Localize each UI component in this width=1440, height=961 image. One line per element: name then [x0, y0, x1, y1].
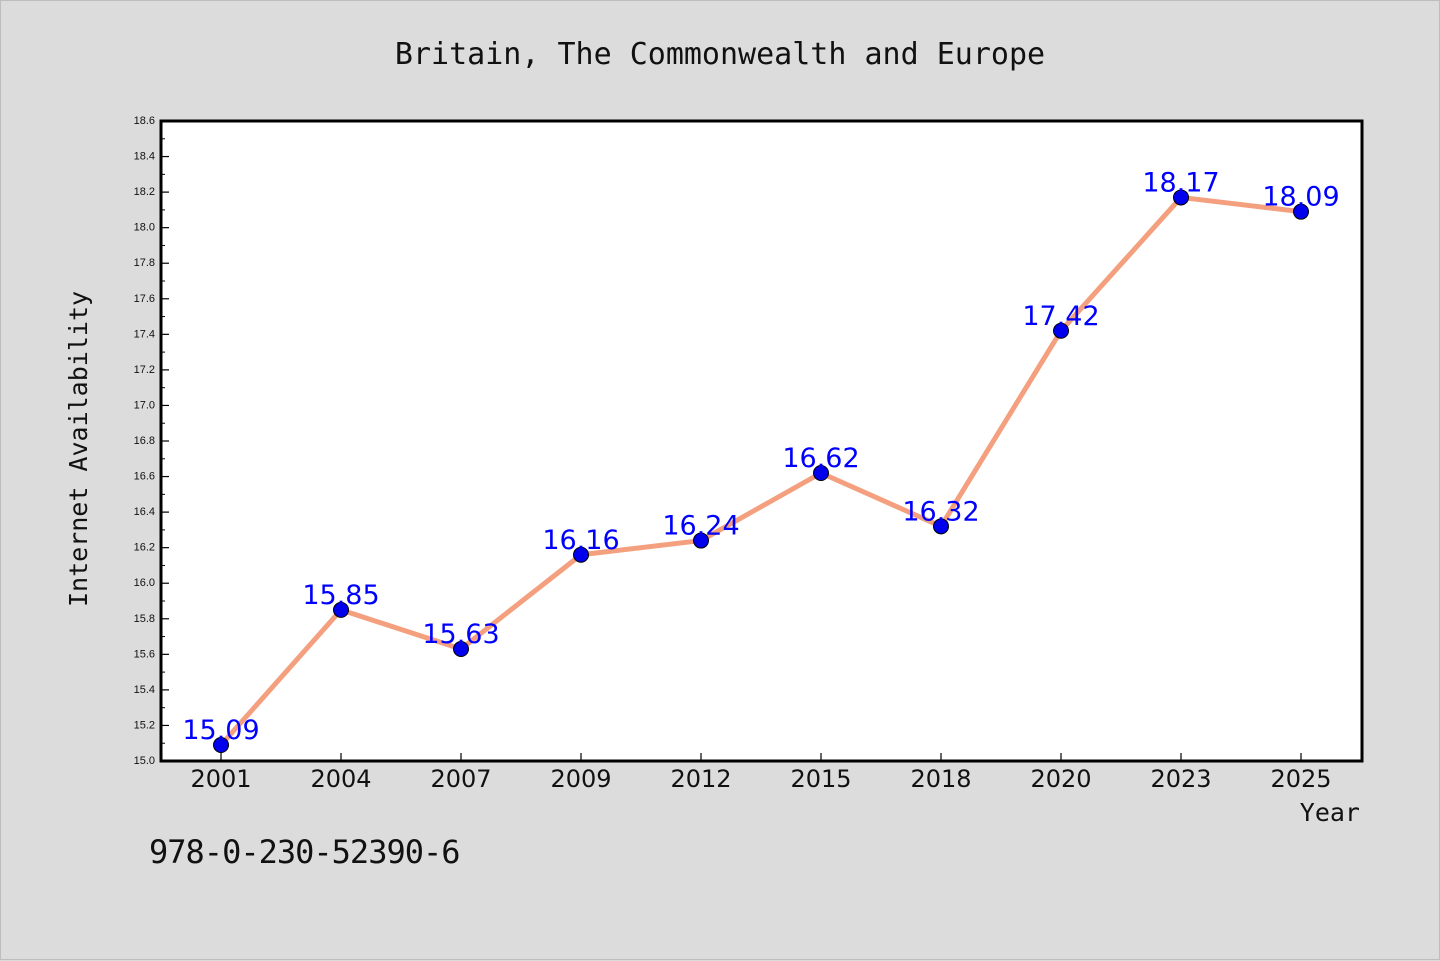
data-label: 18.09 — [1262, 182, 1339, 213]
data-point — [573, 546, 589, 563]
x-tick-label: 2018 — [910, 765, 971, 793]
x-tick-label: 2015 — [790, 765, 851, 793]
x-tick-label: 2012 — [670, 765, 731, 793]
data-label: 16.24 — [662, 511, 739, 542]
x-axis: 2001 2004 2007 2009 2012 2015 2018 2020 2023 2025 — [190, 753, 1332, 793]
y-tick-label: 17.4 — [134, 328, 155, 340]
y-tick-label: 18.0 — [134, 222, 155, 234]
y-tick-label: 18.2 — [134, 186, 155, 198]
data-label: 16.62 — [782, 443, 859, 474]
y-tick-label: 18.4 — [134, 151, 155, 163]
data-point — [1053, 322, 1069, 339]
y-tick-label: 15.8 — [134, 613, 155, 625]
data-label: 15.85 — [302, 580, 379, 611]
data-label: 18.17 — [1142, 167, 1219, 198]
data-point — [213, 737, 229, 753]
data-point — [453, 641, 469, 657]
x-tick-label: 2007 — [430, 765, 491, 793]
x-tick-label: 2001 — [190, 765, 251, 793]
y-tick-label: 16.6 — [134, 471, 155, 483]
x-tick-label: 2009 — [550, 765, 611, 793]
y-tick-label: 17.0 — [134, 399, 155, 411]
y-tick-label: 15.2 — [134, 719, 155, 731]
y-axis: 15.0 15.2 15.4 15.6 15.8 16.0 16.2 16.4 16.6 16.8… — [134, 115, 169, 767]
y-tick-label: 15.6 — [134, 648, 155, 660]
x-tick-label: 2025 — [1270, 765, 1331, 793]
data-point — [1173, 189, 1189, 206]
plot-area — [159, 119, 1364, 763]
x-tick-label: 2023 — [1150, 765, 1211, 793]
data-label: 16.32 — [902, 496, 979, 527]
data-label: 15.09 — [182, 715, 259, 746]
x-axis-label: Year — [1300, 798, 1360, 827]
series-line-group — [218, 194, 1304, 748]
y-tick-label: 16.2 — [134, 542, 155, 554]
x-tick-label: 2004 — [310, 765, 371, 793]
y-tick-label: 17.6 — [134, 293, 155, 305]
y-tick-label: 18.6 — [134, 115, 155, 127]
y-tick-label: 16.8 — [134, 435, 155, 447]
chart-title: Britain, The Commonwealth and Europe — [395, 37, 1045, 72]
y-tick-label: 15.4 — [134, 684, 155, 696]
data-label: 15.63 — [422, 619, 499, 650]
data-point — [813, 465, 829, 481]
y-tick-label: 16.0 — [134, 577, 155, 589]
y-tick-label: 17.2 — [134, 364, 155, 376]
data-label: 16.16 — [542, 525, 619, 556]
isbn-text: 978-0-230-52390-6 — [149, 833, 461, 871]
y-tick-label: 16.4 — [134, 506, 155, 518]
x-tick-label: 2020 — [1030, 765, 1091, 793]
data-point — [933, 518, 949, 535]
data-point — [1293, 203, 1309, 220]
y-tick-label: 17.8 — [134, 257, 155, 269]
series-line — [218, 194, 1304, 748]
y-tick-label: 15.0 — [134, 755, 155, 767]
data-point — [333, 601, 349, 618]
data-label: 17.42 — [1022, 301, 1099, 332]
data-point — [693, 532, 709, 549]
y-axis-label: Internet Availability — [64, 291, 93, 607]
markers-group — [213, 189, 1309, 753]
data-labels-group: 15.09 15.85 15.63 16.16 16.24 16.62 16.32 17.42… — [182, 167, 1339, 746]
